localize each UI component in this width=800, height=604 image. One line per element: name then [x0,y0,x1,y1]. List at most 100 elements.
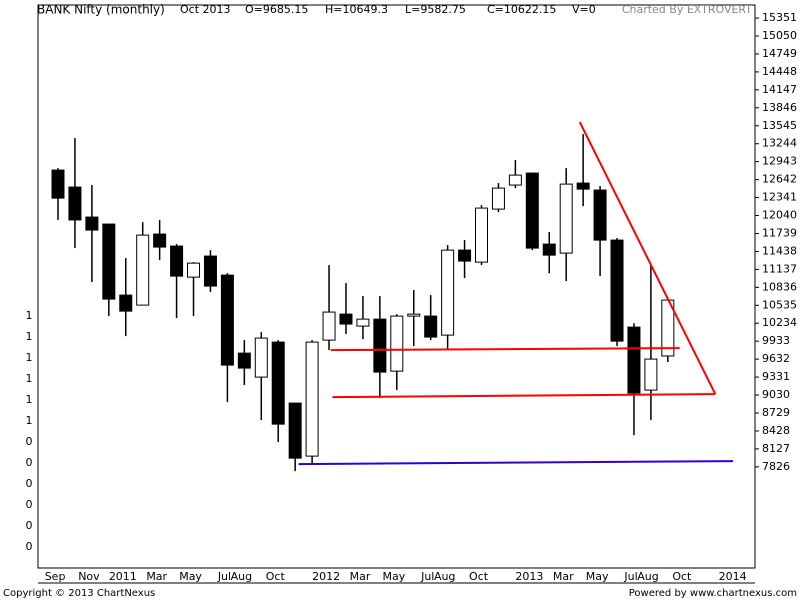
candle-body [85,216,99,231]
x-tick-label: May [586,570,609,583]
trend-line [578,121,717,395]
candle-body [322,311,336,341]
x-tick-label: May [179,570,202,583]
candle-body [373,318,387,373]
header-item: Oct 2013 [180,3,231,16]
left-axis-label: 0 [26,477,33,490]
y-tick-label: 12642 [762,173,797,186]
trend-line [332,393,716,399]
y-tick-label: 14749 [762,47,797,60]
candle-body [271,341,285,425]
x-tick-label: May [382,570,405,583]
y-tick-label: 7826 [762,460,790,473]
y-tick-label: 8127 [762,442,790,455]
y-tick-label: 9632 [762,352,790,365]
trend-line [330,347,680,352]
candle-body [610,239,624,342]
candle-body [525,172,539,249]
candle-body [170,245,184,277]
candle-body [119,294,133,312]
x-tick-label: Jul [623,570,637,583]
candle-body [424,315,438,338]
y-tick-label: 13244 [762,137,797,150]
credit: Charted By EXTROVERT [622,3,752,16]
y-tick-label: 11739 [762,226,797,239]
y-tick-label: 14147 [762,83,797,96]
candle-body [593,189,607,241]
candle-body [390,315,404,372]
x-tick-label: 2014 [719,570,747,583]
left-axis-label: 1 [26,372,33,385]
x-tick-label: Aug [637,570,658,583]
candle-body [153,233,167,248]
y-tick-label: 8428 [762,424,790,437]
candle-body [475,207,488,263]
x-tick-label: Jul [420,570,434,583]
chart-title: BANK Nifty (monthly) [37,3,165,17]
candle-body [220,274,234,366]
y-tick-label: 9030 [762,388,790,401]
x-tick-label: 2013 [515,570,543,583]
candle-body [237,352,251,369]
x-tick-label: Aug [434,570,455,583]
x-tick-label: 2011 [109,570,137,583]
header-item: V=0 [572,3,596,16]
x-tick-label: Oct [469,570,489,583]
candle-body [51,169,65,199]
candle-body [644,358,658,391]
x-tick-label: 2012 [312,570,340,583]
y-tick-label: 9933 [762,334,790,347]
candle-body [508,174,522,186]
powered-by: Powered by www.chartnexus.com [629,588,797,599]
header-item: C=10622.15 [487,3,556,16]
y-tick-label: 15050 [762,29,797,42]
left-axis-label: 0 [26,540,33,553]
header-item: L=9582.75 [405,3,466,16]
x-tick-label: Mar [350,570,371,583]
trend-line [298,460,734,466]
y-tick-label: 15351 [762,11,797,24]
candle-body [305,341,319,457]
y-tick-label: 12040 [762,209,797,222]
header-item: O=9685.15 [245,3,308,16]
candle-body [356,318,370,327]
y-tick-label: 13846 [762,101,797,114]
x-tick-label: Aug [231,570,252,583]
candle-body [339,313,353,325]
left-axis-label: 0 [26,498,33,511]
x-tick-label: Sep [45,570,66,583]
candle-body [102,223,116,300]
x-tick-label: Mar [146,570,167,583]
plot-area [37,4,756,569]
left-axis-label: 1 [26,393,33,406]
left-axis-label: 0 [26,519,33,532]
candle-body [203,255,217,287]
candle-body [576,182,590,190]
candle-body [407,313,421,317]
y-tick-label: 10535 [762,298,797,311]
candle-body [458,249,472,262]
candle-body [68,186,82,221]
y-tick-label: 13545 [762,119,797,132]
left-axis-label: 0 [26,456,33,469]
x-tick-label: Mar [553,570,574,583]
y-tick-label: 8729 [762,406,790,419]
y-tick-label: 12341 [762,191,797,204]
y-tick-label: 9331 [762,370,790,383]
x-tick-label: Oct [672,570,692,583]
y-tick-label: 12943 [762,155,797,168]
candle-body [288,402,302,459]
candle-body [441,249,455,336]
left-axis-label: 1 [26,330,33,343]
candle-body [254,337,268,378]
y-tick-label: 11137 [762,262,797,275]
y-tick-label: 10234 [762,316,797,329]
x-tick-label: Nov [78,570,100,583]
x-tick-label: Jul [217,570,231,583]
x-tick-label: Oct [266,570,286,583]
header-item: H=10649.3 [325,3,388,16]
y-tick-label: 14448 [762,65,797,78]
y-tick-label: 11438 [762,244,797,257]
candle-body [187,262,201,278]
